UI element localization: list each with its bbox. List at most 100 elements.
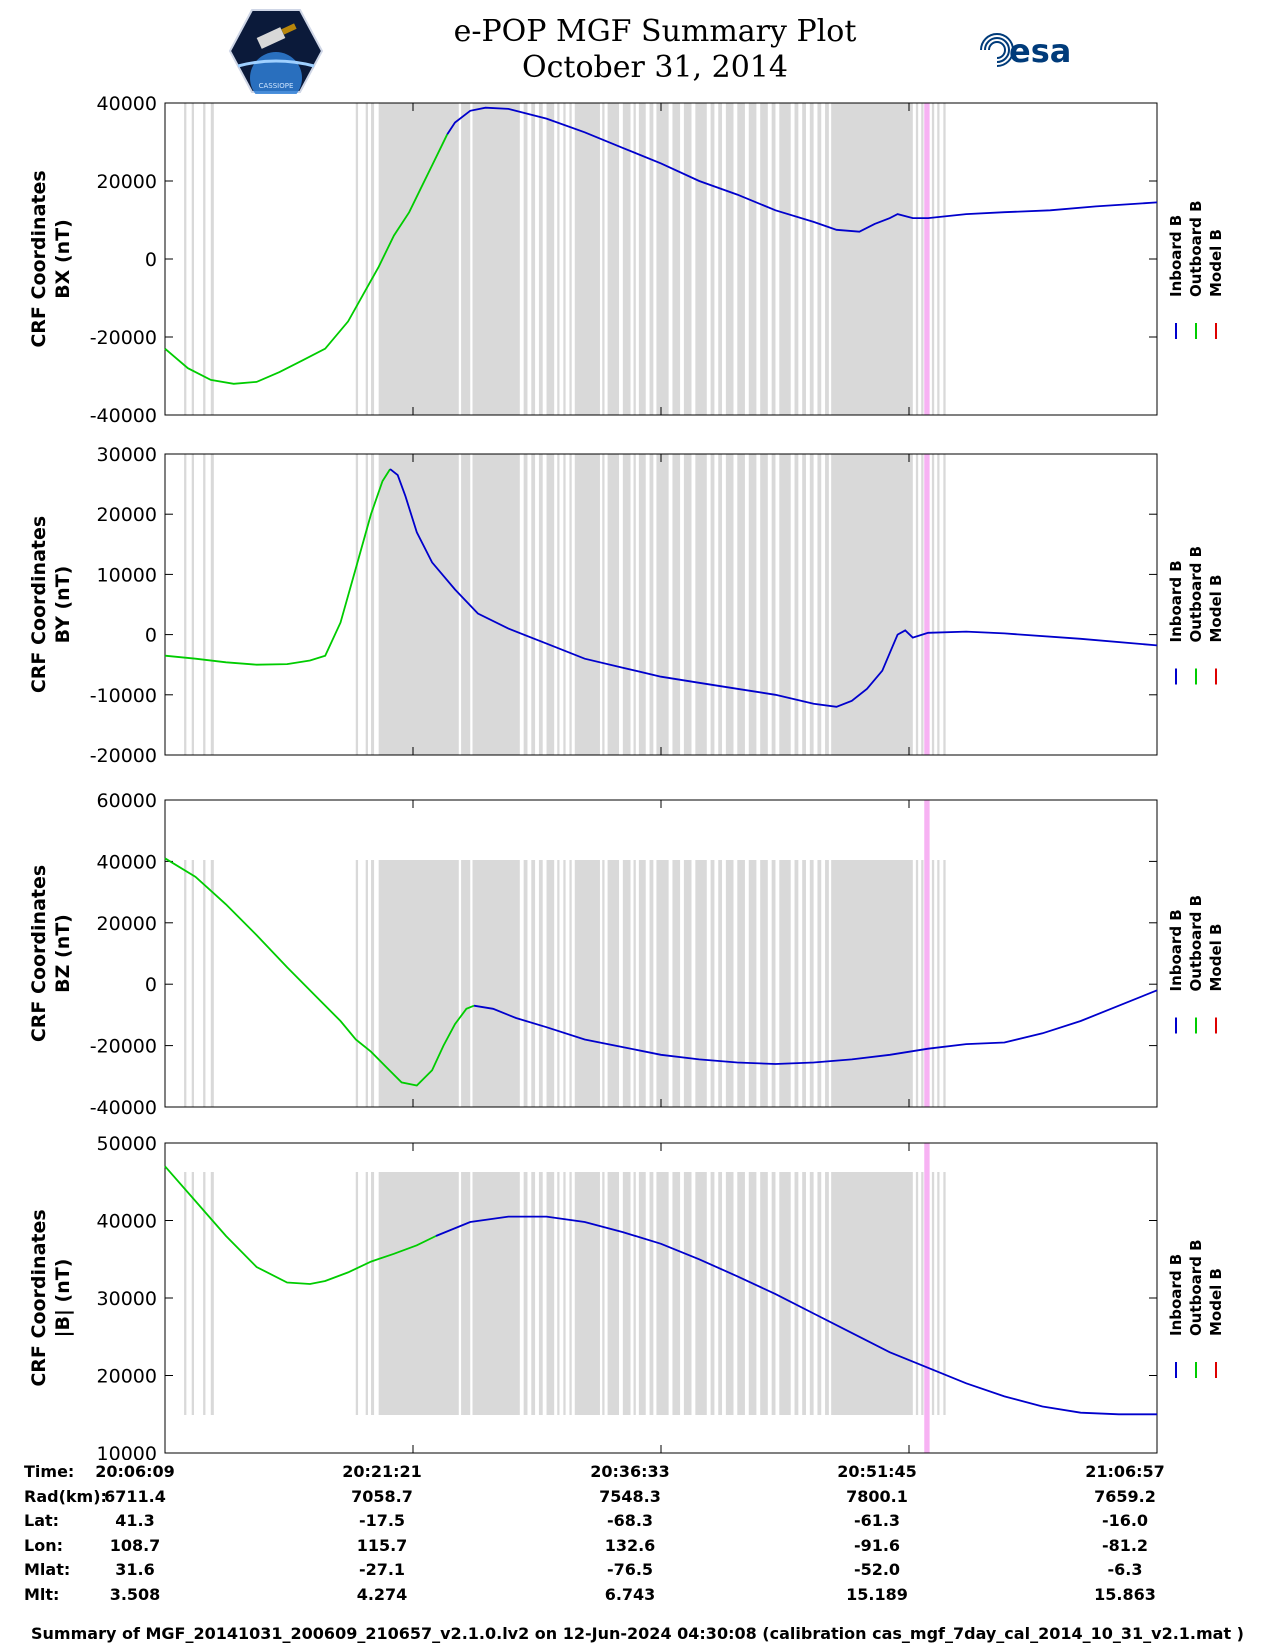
gap-band	[779, 1172, 791, 1415]
gap-band	[569, 1172, 572, 1415]
y-tick-label: 60000	[97, 790, 157, 812]
gap-band	[760, 1172, 768, 1415]
gap-band	[737, 103, 745, 415]
gap-band	[472, 860, 520, 1107]
y-axis-label-line-2: |B| (nT)	[52, 1259, 74, 1338]
gap-band	[725, 1172, 734, 1415]
footer-cell: 15.189	[846, 1584, 908, 1604]
footer-cell: 7548.3	[599, 1486, 661, 1506]
gap-band	[523, 103, 528, 415]
y-tick-label: 10000	[97, 1443, 157, 1460]
gap-band	[461, 454, 471, 755]
gap-band	[574, 103, 600, 415]
footer-cell: 21:06:57	[1085, 1462, 1165, 1481]
gap-band	[937, 103, 940, 415]
gap-band	[656, 454, 669, 755]
gap-band	[203, 1172, 206, 1415]
gap-band	[748, 1172, 757, 1415]
gap-band	[760, 454, 768, 755]
gap-band	[779, 103, 791, 415]
gap-band	[355, 103, 359, 415]
gap-band	[915, 103, 919, 415]
gap-band	[461, 860, 471, 1107]
gap-band	[378, 103, 459, 415]
gap-band	[710, 1172, 715, 1415]
legend-label: Model B	[1207, 924, 1225, 992]
footer-row-label: Mlt:	[24, 1584, 60, 1604]
gap-band	[378, 454, 459, 755]
gap-band	[794, 1172, 799, 1415]
y-axis-label: CRF Coordinates BZ (nT)	[28, 865, 74, 1042]
gap-band	[809, 454, 814, 755]
y-axis-label-line-2: BY (nT)	[52, 566, 74, 644]
gap-band	[574, 1172, 600, 1415]
gap-band	[943, 1172, 946, 1415]
legend-label: Inboard B	[1167, 909, 1185, 991]
gap-band	[557, 454, 560, 755]
gap-band	[771, 103, 776, 415]
gap-band	[371, 103, 375, 415]
gap-band	[546, 454, 555, 755]
gap-band	[523, 1172, 528, 1415]
gap-band	[569, 454, 572, 755]
gap-band	[718, 1172, 723, 1415]
y-tick-label: 20000	[97, 1366, 157, 1388]
gap-band	[531, 1172, 536, 1415]
gap-band	[531, 103, 536, 415]
gap-band	[710, 860, 715, 1107]
gap-band	[809, 1172, 814, 1415]
gap-band	[737, 860, 745, 1107]
logo-right-text: esa	[1009, 32, 1071, 70]
gap-band	[695, 103, 707, 415]
gap-band	[748, 103, 757, 415]
footer-cell: -61.3	[853, 1511, 901, 1530]
legend-label: Model B	[1207, 229, 1225, 297]
logo-left-text: CASSIOPE	[259, 82, 294, 90]
y-axis-label: CRF Coordinates BX (nT)	[28, 170, 74, 347]
gap-band	[607, 1172, 620, 1415]
gap-band	[802, 454, 806, 755]
gap-band	[921, 103, 924, 415]
gap-band	[931, 860, 935, 1107]
gap-band	[563, 1172, 566, 1415]
gap-band	[538, 454, 543, 755]
gap-shading	[184, 454, 946, 755]
gap-band	[378, 1172, 459, 1415]
gap-band	[472, 454, 520, 755]
legend: Inboard B Outboard B Model B	[1167, 1239, 1225, 1378]
footer-cell: 7659.2	[1094, 1486, 1156, 1506]
footer-cell: 41.3	[115, 1511, 155, 1530]
gap-band	[943, 454, 946, 755]
gap-band	[191, 103, 194, 415]
series-line-inboard-b	[389, 468, 1158, 708]
y-tick-label: 40000	[97, 1211, 157, 1233]
series-line-inboard-b	[473, 989, 1158, 1065]
y-tick-label: 20000	[97, 171, 157, 193]
gap-band	[672, 860, 681, 1107]
legend-label: Model B	[1207, 1268, 1225, 1336]
y-axis-label: CRF Coordinates BY (nT)	[28, 516, 74, 693]
gap-band	[760, 860, 768, 1107]
panel-2: 30000 20000 10000 0 -10000 -20000 CRF Coordina…	[28, 444, 1225, 767]
legend: Inboard B Outboard B Model B	[1167, 200, 1225, 339]
panel-4: 50000 40000 30000 20000 10000 CRF Coordinates…	[28, 1133, 1225, 1460]
gap-band	[831, 454, 913, 755]
gap-band	[931, 1172, 935, 1415]
gap-band	[557, 103, 560, 415]
gap-band	[725, 454, 734, 755]
footer-cell: 7058.7	[351, 1486, 413, 1506]
gap-band	[915, 860, 919, 1107]
gap-band	[943, 860, 946, 1107]
footer-cell: 108.7	[109, 1535, 161, 1555]
gap-band	[771, 454, 776, 755]
y-tick-label: 50000	[97, 1133, 157, 1155]
legend: Inboard B Outboard B Model B	[1167, 546, 1225, 685]
footer-row-label: Mlat:	[24, 1560, 71, 1579]
gap-band	[371, 860, 375, 1107]
y-tick-label: 20000	[97, 913, 157, 935]
gap-band	[602, 1172, 605, 1415]
y-tick-label: -20000	[90, 1036, 157, 1058]
series-line-outboard-b	[164, 857, 475, 1087]
event-band	[924, 103, 930, 415]
y-tick-label: 40000	[97, 93, 157, 115]
